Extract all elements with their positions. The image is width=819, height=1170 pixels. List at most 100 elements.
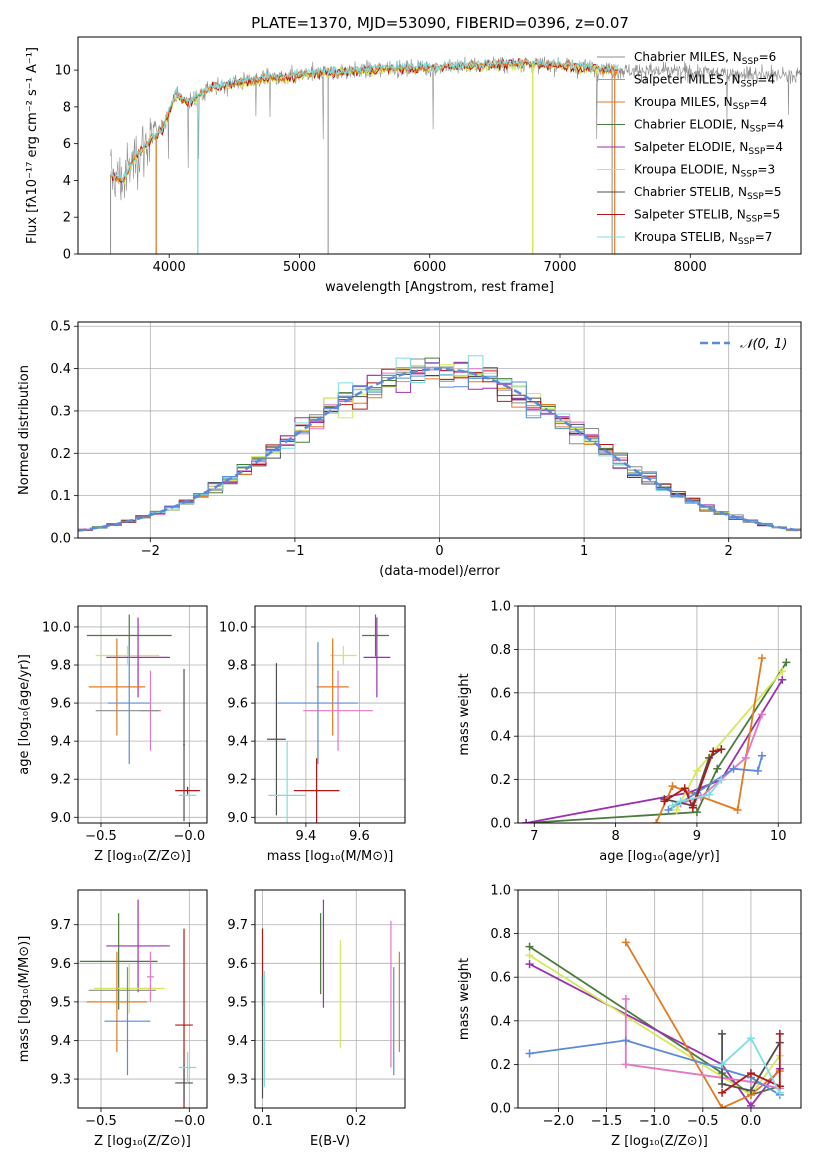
x-axis-label: (data-model)/error xyxy=(379,564,500,579)
x-tick-label: 4000 xyxy=(153,260,186,275)
y-tick-label: 10.0 xyxy=(219,620,248,635)
y-tick-label: 9.8 xyxy=(50,659,71,674)
mass-weight-marker xyxy=(778,675,787,684)
x-tick-label: −0.5 xyxy=(687,1114,719,1129)
mass-weight-marker xyxy=(717,745,726,754)
y-tick-label: 0.3 xyxy=(50,404,71,419)
panel-mass_weight_vs_Z: −2.0 −1.5 −1.0 −0.5 0.0 0.0 0.2 0.4 0.6 0.8 1.0 Z [… xyxy=(457,884,802,1149)
y-tick-label: 9.4 xyxy=(227,1034,248,1049)
axes-frame xyxy=(77,321,802,539)
plot-area-mass_vs_ebv xyxy=(261,899,400,1099)
mass-weight-line xyxy=(529,1039,781,1096)
x-tick-label: 5000 xyxy=(283,260,316,275)
axes-frame xyxy=(77,889,208,1109)
mass-weight-line xyxy=(624,999,781,1090)
mass-weight-line xyxy=(526,661,788,823)
mass-weight-marker xyxy=(621,938,630,947)
y-tick-label: 9.0 xyxy=(50,811,71,826)
legend-label: Salpeter STELIB, NSSP=5 xyxy=(634,208,780,225)
x-tick-label: −0.5 xyxy=(85,1114,117,1129)
mass-weight-line xyxy=(721,1033,781,1094)
y-tick-label: 0.4 xyxy=(50,362,71,377)
x-tick-label: 9.6 xyxy=(349,829,370,844)
y-axis-label: Normed distribution xyxy=(17,365,32,495)
x-tick-label: 10 xyxy=(770,829,787,844)
panel-mass_vs_Z: −0.5 −0.0 9.3 9.4 9.5 9.6 9.7 Z [log₁₀(Z/Z⊙)] ma… xyxy=(17,889,208,1149)
x-axis-label: mass [log₁₀(M/M⊙)] xyxy=(267,849,394,864)
x-tick-label: −2.0 xyxy=(543,1114,575,1129)
mass-weight-marker xyxy=(525,1049,534,1058)
mass-weight-marker xyxy=(525,960,534,969)
x-tick-label: 0 xyxy=(435,544,443,559)
mass-weight-marker xyxy=(718,1060,727,1069)
axes-frame xyxy=(517,889,802,1109)
mass-weight-line xyxy=(525,679,784,823)
panel-age_vs_mass: 9.4 9.6 9.0 9.2 9.4 9.6 9.8 10.0 mass [log₁₀(M/M… xyxy=(219,605,406,864)
x-tick-label: 0.2 xyxy=(346,1114,367,1129)
y-axis-label: mass [log₁₀(M/M⊙)] xyxy=(17,936,32,1063)
mass-weight-marker xyxy=(746,1069,755,1078)
y-tick-label: 0.8 xyxy=(490,643,511,658)
y-tick-label: 9.3 xyxy=(227,1073,248,1088)
mass-weight-marker xyxy=(782,658,791,667)
x-tick-label: −0.0 xyxy=(174,1114,206,1129)
x-tick-label: 0.1 xyxy=(252,1114,273,1129)
plot-area-age_vs_mass xyxy=(267,614,391,823)
legend-label: Kroupa ELODIE, NSSP=3 xyxy=(634,163,775,180)
plot-area-mass_weight_vs_Z xyxy=(525,938,784,1108)
axes-frame xyxy=(517,605,802,824)
plot-area-mass_weight_vs_age xyxy=(522,654,791,823)
y-tick-label: 0.5 xyxy=(50,320,71,335)
x-tick-label: 7 xyxy=(530,829,538,844)
mass-weight-marker xyxy=(668,782,677,791)
model-spectrum-line xyxy=(110,58,619,182)
x-tick-label: 1 xyxy=(580,544,588,559)
mass-weight-marker xyxy=(652,819,661,823)
y-tick-label: 6 xyxy=(63,137,71,152)
mass-weight-line xyxy=(672,779,723,807)
mass-weight-marker xyxy=(668,801,677,810)
x-tick-label: −0.5 xyxy=(85,829,117,844)
mass-weight-marker xyxy=(692,766,701,775)
y-tick-label: 8 xyxy=(63,100,71,115)
y-tick-label: 0.8 xyxy=(490,927,511,942)
y-tick-label: 1.0 xyxy=(490,884,511,899)
x-tick-label: −1.5 xyxy=(591,1114,623,1129)
y-tick-label: 9.5 xyxy=(50,995,71,1010)
legend-label: Kroupa STELIB, NSSP=7 xyxy=(634,230,772,247)
y-tick-label: 1.0 xyxy=(490,600,511,615)
y-axis-label: Flux [fλ10⁻¹⁷ erg cm⁻² s⁻¹ A⁻¹] xyxy=(25,47,40,244)
mass-weight-marker xyxy=(713,764,722,773)
y-tick-label: 0.0 xyxy=(490,817,511,832)
y-tick-label: 0.2 xyxy=(490,1058,511,1073)
mass-weight-marker xyxy=(717,775,726,784)
y-tick-label: 0.6 xyxy=(490,686,511,701)
panel-age_vs_Z: −0.5 −0.0 9.0 9.2 9.4 9.6 9.8 10.0 Z [log₁₀(Z/Z⊙… xyxy=(17,605,208,864)
y-tick-label: 9.3 xyxy=(50,1073,71,1088)
y-tick-label: 9.0 xyxy=(227,811,248,826)
y-tick-label: 9.6 xyxy=(227,957,248,972)
x-axis-label: E(B-V) xyxy=(310,1134,350,1149)
model-spectrum-line xyxy=(110,60,619,186)
legend-label: Kroupa MILES, NSSP=4 xyxy=(634,95,767,112)
axes-frame xyxy=(77,36,802,255)
y-tick-label: 0.4 xyxy=(490,730,511,745)
y-axis-label: age [log₁₀(age/yr)] xyxy=(17,654,32,775)
y-tick-label: 9.6 xyxy=(50,697,71,712)
mass-weight-marker xyxy=(778,667,787,676)
y-tick-label: 2 xyxy=(63,211,71,226)
x-tick-label: 2 xyxy=(725,544,733,559)
x-tick-label: 9 xyxy=(693,829,701,844)
plot-area-age_vs_Z xyxy=(86,614,200,822)
mass-weight-marker xyxy=(718,1029,727,1038)
legend-label: Chabrier MILES, NSSP=6 xyxy=(634,50,776,67)
model-spectrum-line xyxy=(110,58,619,183)
mass-weight-marker xyxy=(525,942,534,951)
mass-weight-marker xyxy=(729,764,738,773)
y-tick-label: 0.1 xyxy=(50,489,71,504)
y-tick-label: 9.7 xyxy=(50,918,71,933)
x-axis-label: Z [log₁₀(Z/Z⊙)] xyxy=(94,849,191,864)
x-axis-label: Z [log₁₀(Z/Z⊙)] xyxy=(94,1134,191,1149)
mass-weight-marker xyxy=(664,805,673,814)
legend-label: Salpeter MILES, NSSP=4 xyxy=(634,73,775,90)
